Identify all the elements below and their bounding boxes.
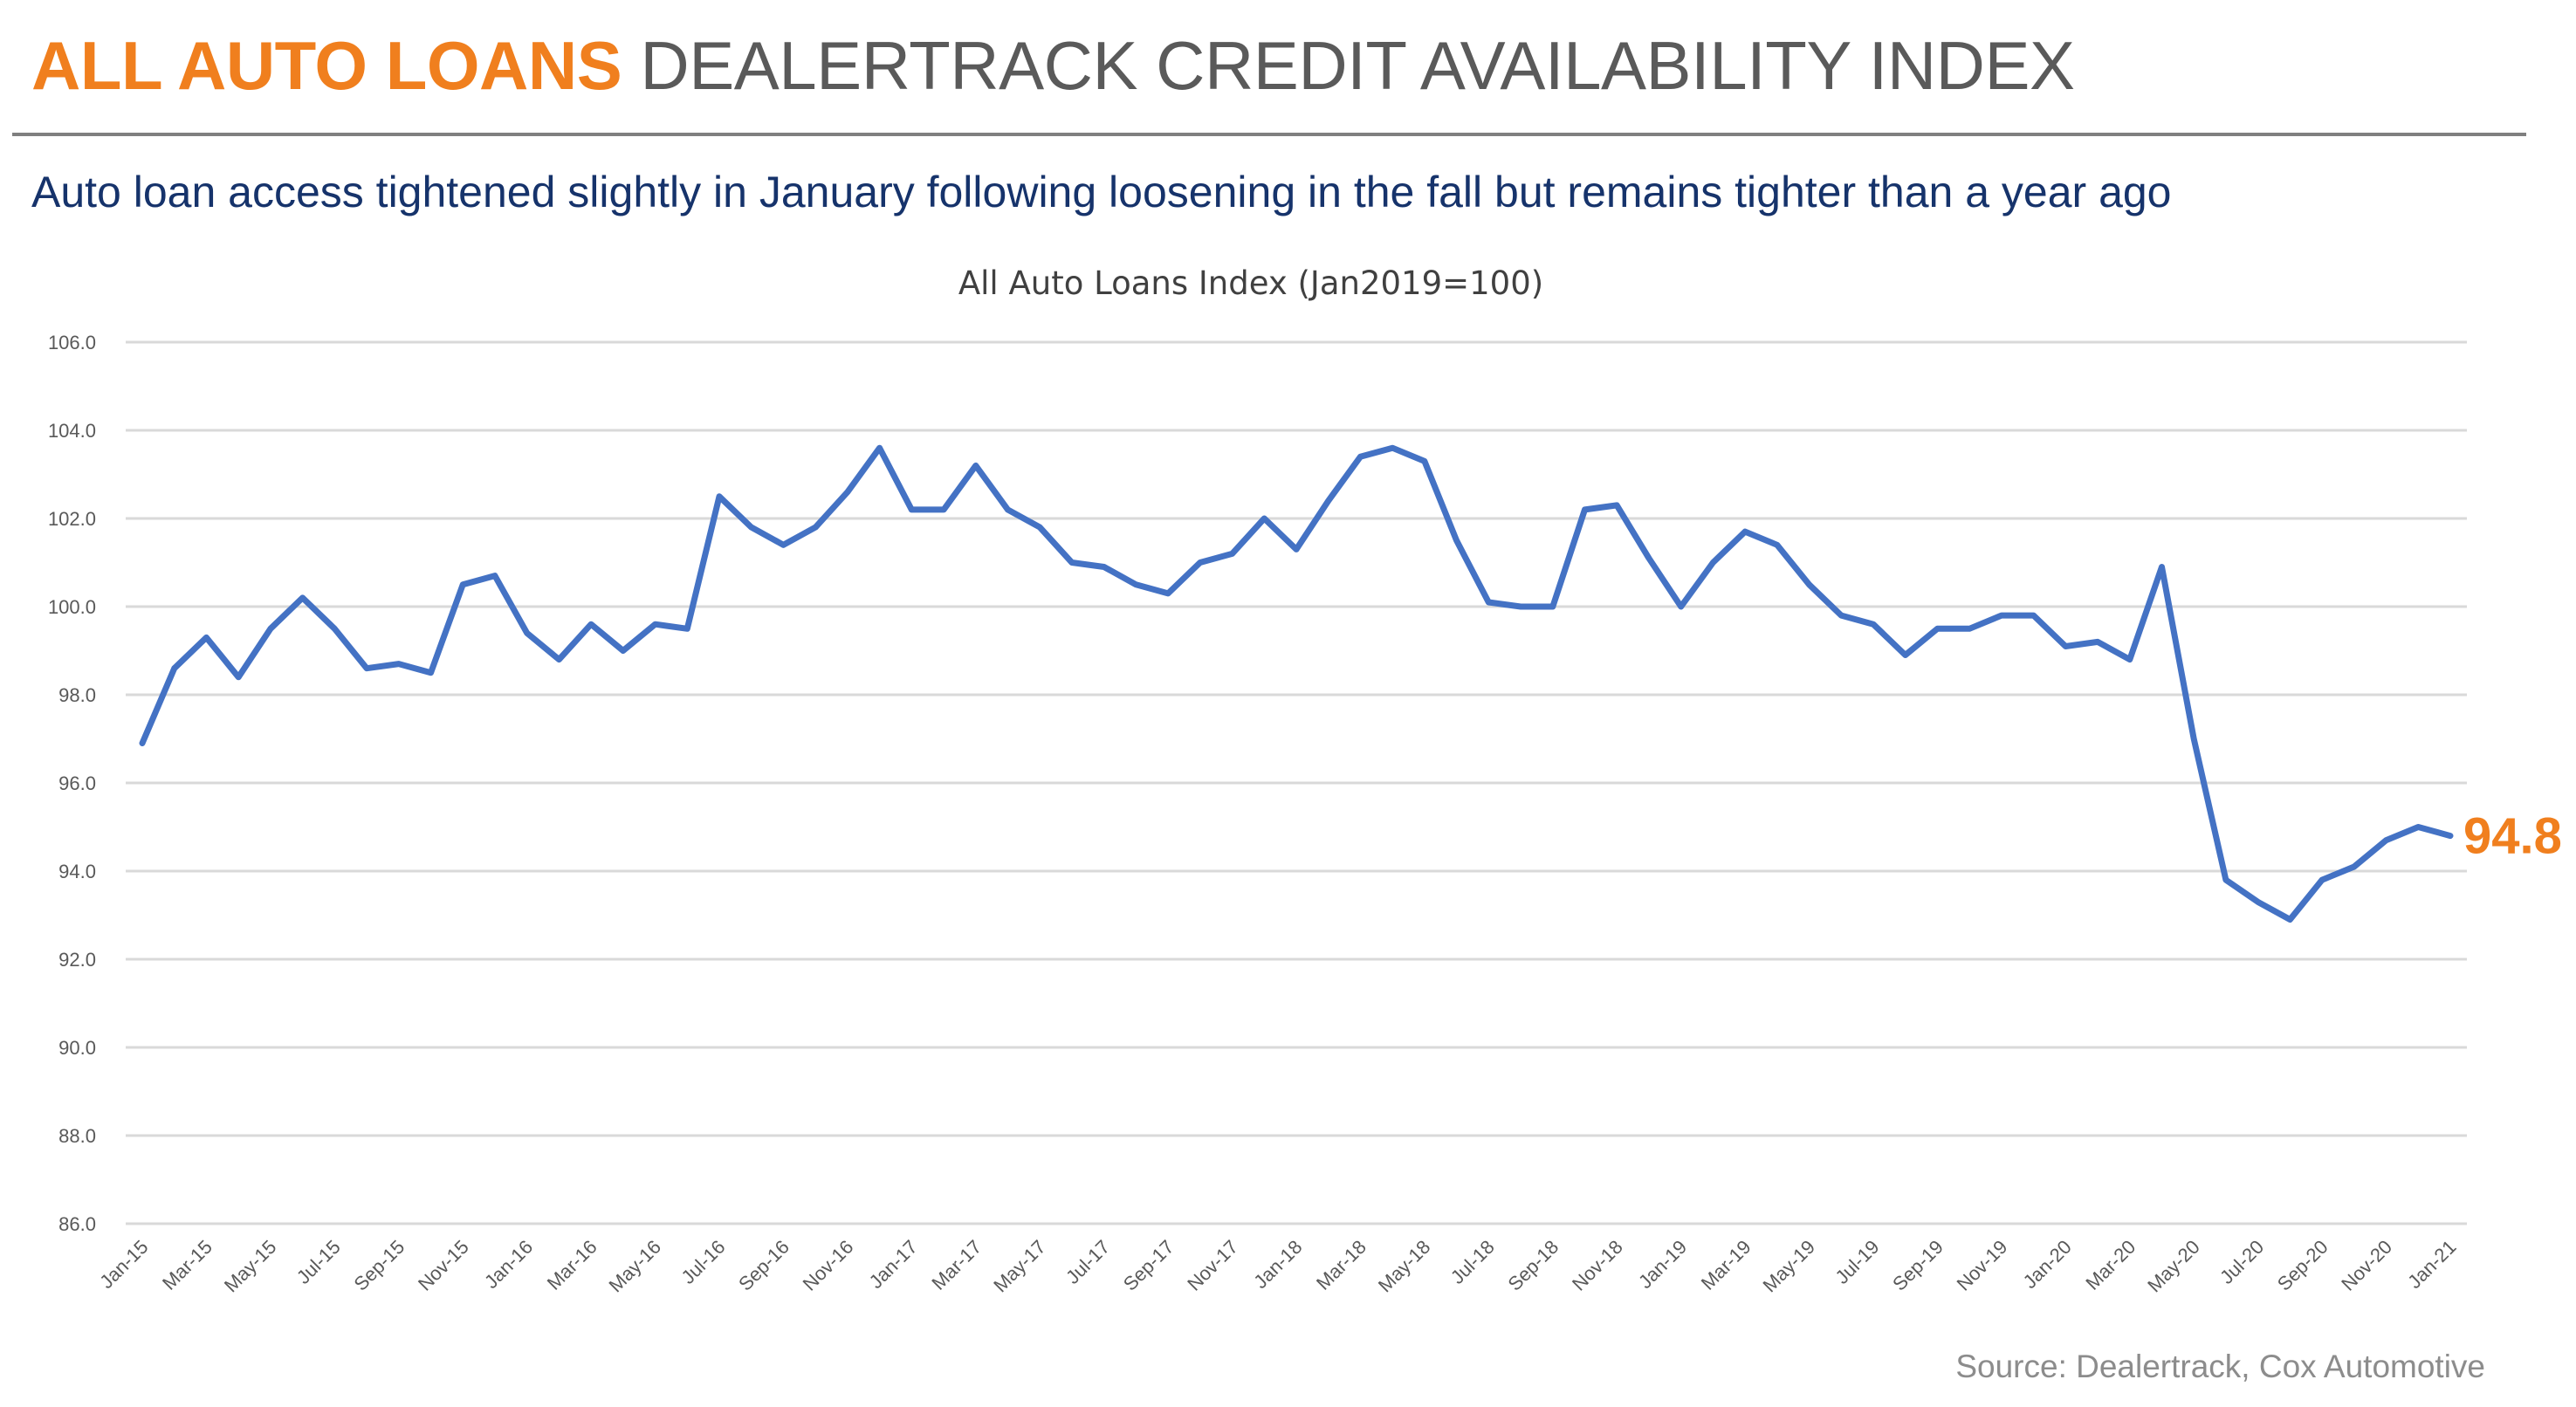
x-tick-label: Nov-16 <box>799 1236 858 1295</box>
x-tick-label: Nov-15 <box>414 1236 473 1295</box>
y-tick-label: 104.0 <box>48 420 96 442</box>
y-tick-label: 88.0 <box>58 1125 96 1147</box>
x-tick-label: Jul-15 <box>292 1236 345 1288</box>
chart-title: All Auto Loans Index (Jan2019=100) <box>958 264 1543 302</box>
x-tick-label: Nov-18 <box>1568 1236 1627 1295</box>
x-tick-label: May-15 <box>220 1236 281 1297</box>
x-tick-label: May-19 <box>1759 1236 1820 1297</box>
source-note: Source: Dealertrack, Cox Automotive <box>1955 1349 2485 1384</box>
y-axis: 86.0 88.0 90.0 92.0 94.0 96.0 98.0 100.0 102.0 10… <box>48 332 96 1235</box>
page-subtitle: Auto loan access tightened slightly in J… <box>31 168 2172 216</box>
y-tick-label: 92.0 <box>58 949 96 971</box>
x-tick-label: Nov-17 <box>1183 1236 1242 1295</box>
x-tick-label: Jul-16 <box>677 1236 729 1288</box>
x-tick-label: Jul-17 <box>1061 1236 1114 1288</box>
page-title-accent: ALL AUTO LOANS <box>31 27 622 104</box>
y-tick-label: 100.0 <box>48 596 96 618</box>
x-tick-label: Mar-17 <box>927 1236 986 1294</box>
x-tick-label: Mar-18 <box>1312 1236 1370 1294</box>
y-tick-label: 86.0 <box>58 1213 96 1235</box>
x-tick-label: Mar-16 <box>543 1236 601 1294</box>
y-tick-label: 98.0 <box>58 684 96 706</box>
y-tick-label: 102.0 <box>48 508 96 530</box>
x-tick-label: Sep-18 <box>1503 1236 1563 1295</box>
x-tick-label: May-17 <box>989 1236 1050 1297</box>
page-title: ALL AUTO LOANS DEALERTRACK CREDIT AVAILA… <box>31 26 2075 105</box>
x-tick-label: Jul-20 <box>2215 1236 2268 1288</box>
y-tick-label: 94.0 <box>58 861 96 882</box>
x-tick-label: Jul-18 <box>1446 1236 1499 1288</box>
y-tick-label: 106.0 <box>48 332 96 353</box>
y-tick-label: 90.0 <box>58 1037 96 1059</box>
gridlines <box>126 340 2467 1225</box>
x-tick-label: Jan-18 <box>1249 1236 1306 1293</box>
end-value-label: 94.8 <box>2463 808 2562 865</box>
page-title-rest: DEALERTRACK CREDIT AVAILABILITY INDEX <box>640 27 2075 104</box>
x-tick-label: Nov-20 <box>2337 1236 2396 1295</box>
x-tick-label: Sep-16 <box>734 1236 793 1295</box>
x-tick-label: May-16 <box>605 1236 666 1297</box>
x-tick-label: Jan-21 <box>2403 1236 2460 1293</box>
x-tick-label: Mar-20 <box>2081 1236 2140 1294</box>
x-tick-label: Sep-19 <box>1888 1236 1947 1295</box>
x-tick-label: Mar-15 <box>158 1236 216 1294</box>
series-group <box>139 444 2454 923</box>
x-tick-label: Sep-17 <box>1119 1236 1178 1295</box>
x-tick-label: Jan-16 <box>480 1236 537 1293</box>
title-divider <box>12 133 2526 136</box>
x-tick-label: Jan-19 <box>1634 1236 1691 1293</box>
x-tick-label: Jan-20 <box>2019 1236 2076 1293</box>
x-tick-label: Mar-19 <box>1697 1236 1755 1294</box>
x-tick-label: Nov-19 <box>1953 1236 2012 1295</box>
x-tick-label: Jul-19 <box>1831 1236 1883 1288</box>
series-line <box>139 444 2454 923</box>
x-axis: Jan-15 Mar-15 May-15 Jul-15 Sep-15 Nov-15 Jan-… <box>95 1236 2460 1297</box>
x-tick-label: May-18 <box>1374 1236 1435 1297</box>
x-tick-label: Jan-15 <box>95 1236 152 1293</box>
x-tick-label: Jan-17 <box>865 1236 922 1293</box>
x-tick-label: Sep-20 <box>2273 1236 2332 1295</box>
x-tick-label: Sep-15 <box>349 1236 409 1295</box>
y-tick-label: 96.0 <box>58 772 96 794</box>
x-tick-label: May-20 <box>2143 1236 2204 1297</box>
